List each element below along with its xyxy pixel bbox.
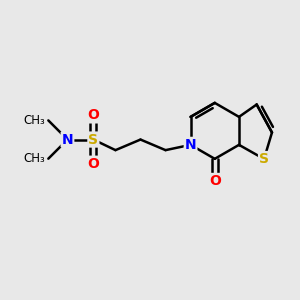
Text: S: S bbox=[88, 133, 98, 146]
Text: O: O bbox=[87, 108, 99, 122]
Text: CH₃: CH₃ bbox=[24, 114, 45, 127]
Text: O: O bbox=[209, 174, 221, 188]
Text: CH₃: CH₃ bbox=[24, 152, 45, 165]
Text: O: O bbox=[87, 157, 99, 171]
Text: S: S bbox=[259, 152, 269, 166]
Text: N: N bbox=[185, 138, 197, 152]
Text: N: N bbox=[62, 133, 73, 146]
